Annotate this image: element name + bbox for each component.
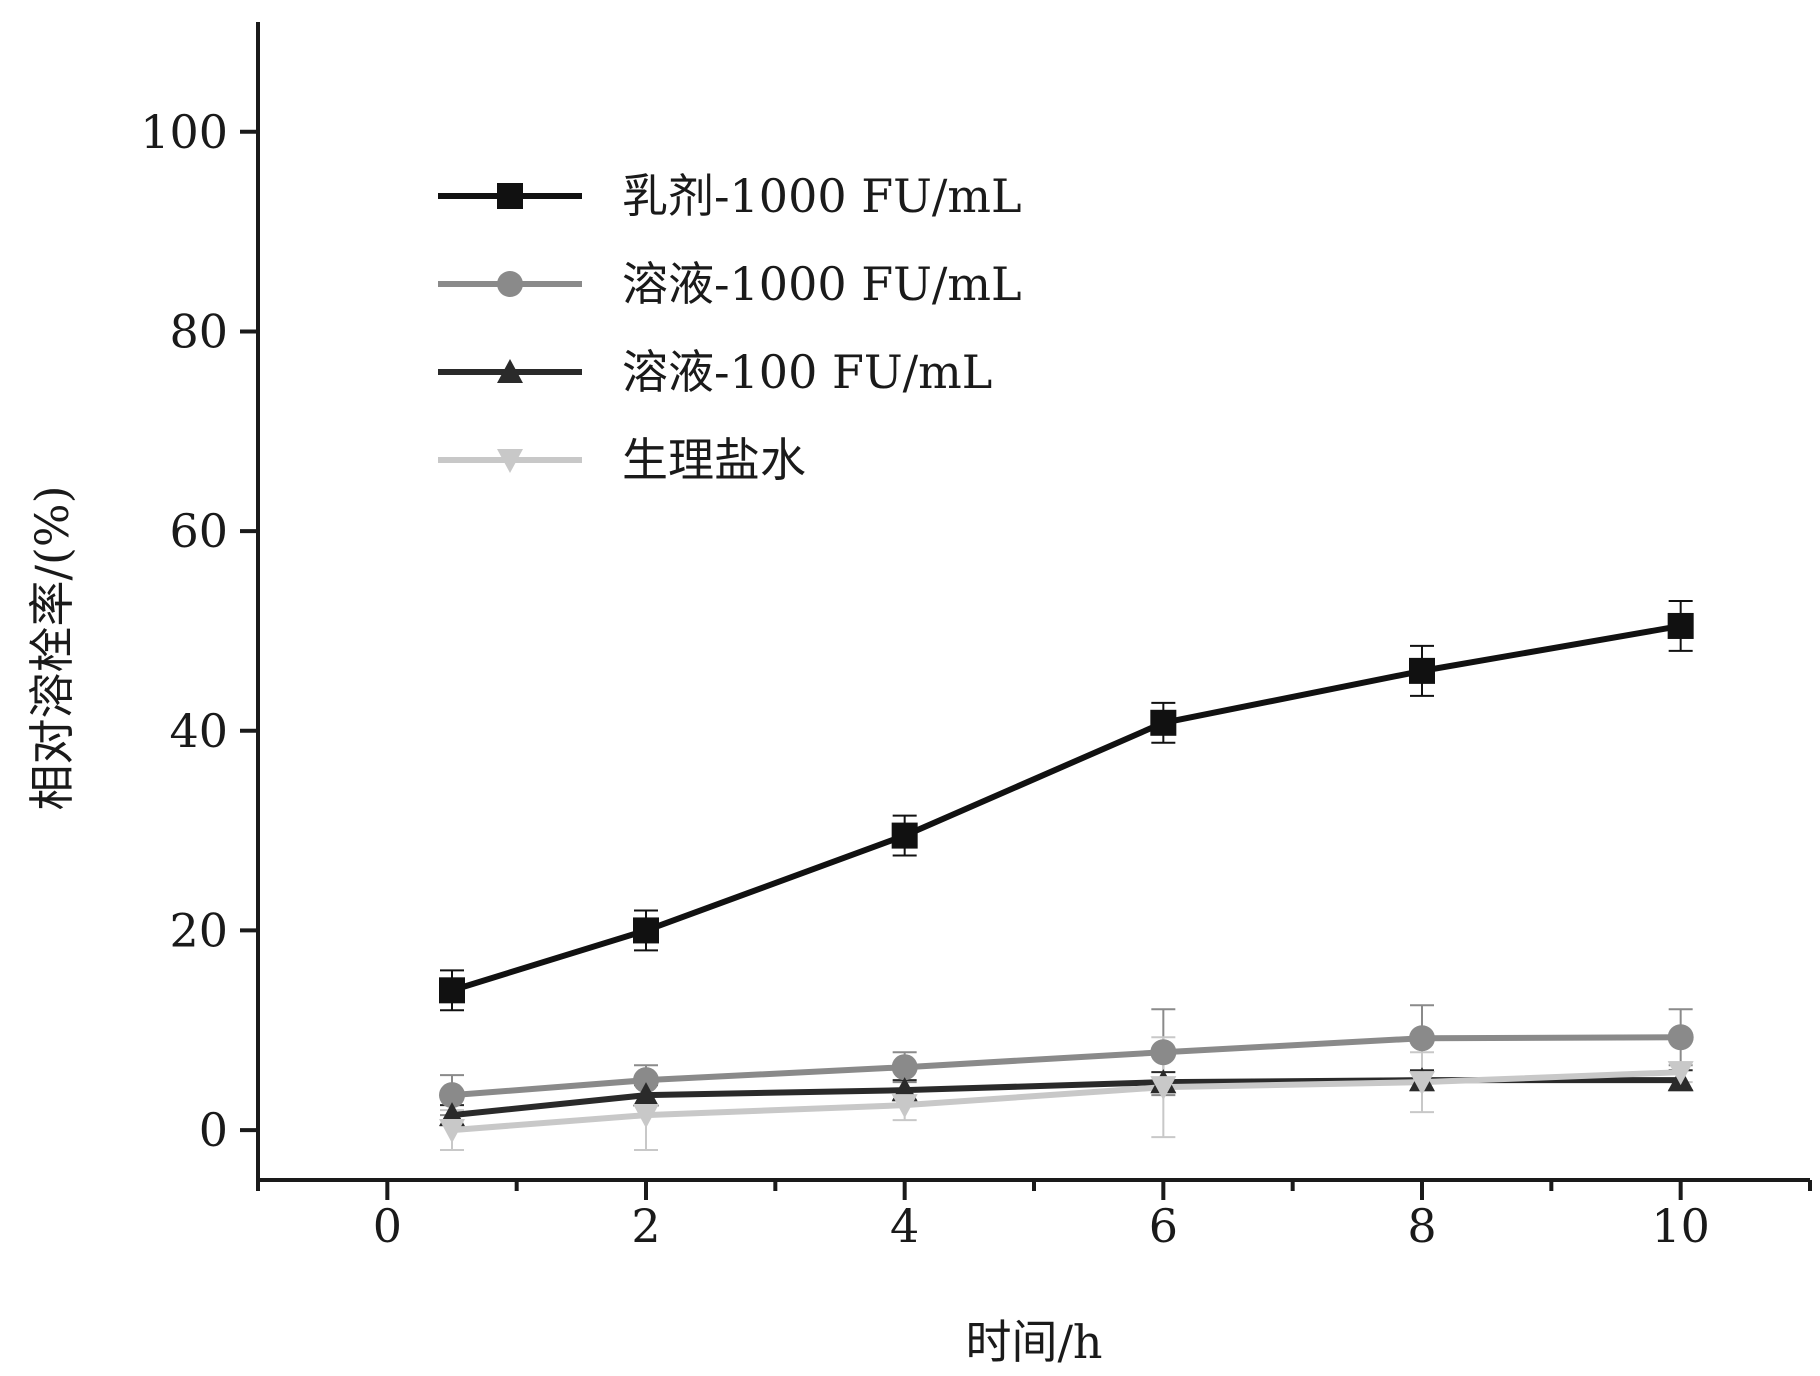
data-point bbox=[1409, 657, 1435, 684]
x-tick-label: 10 bbox=[1651, 1199, 1710, 1253]
legend-label: 溶液-1000 FU/mL bbox=[622, 257, 1022, 311]
x-tick-label: 4 bbox=[890, 1199, 919, 1253]
legend-label: 乳剂-1000 FU/mL bbox=[622, 169, 1022, 223]
legend-entry: 溶液-1000 FU/mL bbox=[438, 257, 1022, 311]
legend: 乳剂-1000 FU/mL 溶液-1000 FU/mL 溶液-100 FU/mL 生理… bbox=[438, 169, 1022, 487]
series-lines bbox=[451, 623, 1682, 1134]
data-point bbox=[1667, 1061, 1694, 1086]
error-bars bbox=[440, 600, 1693, 1152]
legend-entry: 乳剂-1000 FU/mL bbox=[438, 169, 1022, 223]
x-axis-title: 时间/h bbox=[965, 1315, 1102, 1369]
data-point bbox=[1667, 1024, 1694, 1051]
data-point bbox=[1150, 1076, 1177, 1101]
y-tick-label: 100 bbox=[140, 105, 228, 159]
legend-entry: 生理盐水 bbox=[438, 433, 806, 487]
y-axis-title: 相对溶栓率/(%) bbox=[25, 485, 79, 810]
data-point bbox=[439, 1119, 465, 1144]
x-tick-label: 6 bbox=[1149, 1199, 1178, 1253]
data-point bbox=[439, 977, 465, 1004]
data-point bbox=[1409, 1071, 1435, 1096]
x-tick-label: 2 bbox=[631, 1199, 660, 1253]
data-point bbox=[1150, 1039, 1177, 1066]
data-point bbox=[1667, 612, 1694, 639]
series-line-4 bbox=[451, 1069, 1681, 1134]
data-point bbox=[1150, 709, 1177, 736]
legend-marker bbox=[497, 359, 523, 384]
data-point bbox=[633, 1104, 659, 1129]
legend-label: 溶液-100 FU/mL bbox=[622, 345, 992, 399]
data-point bbox=[891, 1054, 918, 1081]
data-point bbox=[633, 1067, 659, 1094]
ticks: 0 20 40 60 80 100 0 2 4 6 8 10 bbox=[140, 105, 1812, 1253]
legend-marker bbox=[497, 448, 523, 473]
legend-marker bbox=[497, 271, 523, 297]
legend-entry: 溶液-100 FU/mL bbox=[438, 345, 992, 399]
y-tick-label: 0 bbox=[199, 1103, 228, 1157]
data-point bbox=[891, 822, 918, 849]
y-tick-label: 60 bbox=[169, 504, 228, 558]
y-tick-label: 80 bbox=[169, 304, 228, 358]
series-markers bbox=[439, 612, 1694, 1144]
data-point bbox=[439, 1082, 465, 1109]
series-line-2 bbox=[451, 1034, 1681, 1099]
data-point bbox=[633, 1082, 659, 1107]
y-tick-label: 40 bbox=[169, 704, 228, 758]
series-line-1 bbox=[451, 623, 1682, 994]
x-tick-label: 0 bbox=[373, 1199, 402, 1253]
x-tick-label: 8 bbox=[1407, 1199, 1436, 1253]
legend-marker bbox=[497, 183, 523, 209]
data-point bbox=[633, 917, 659, 944]
legend-label: 生理盐水 bbox=[622, 433, 806, 487]
data-point bbox=[1409, 1025, 1435, 1052]
y-tick-label: 20 bbox=[169, 903, 228, 957]
data-point bbox=[891, 1094, 918, 1119]
